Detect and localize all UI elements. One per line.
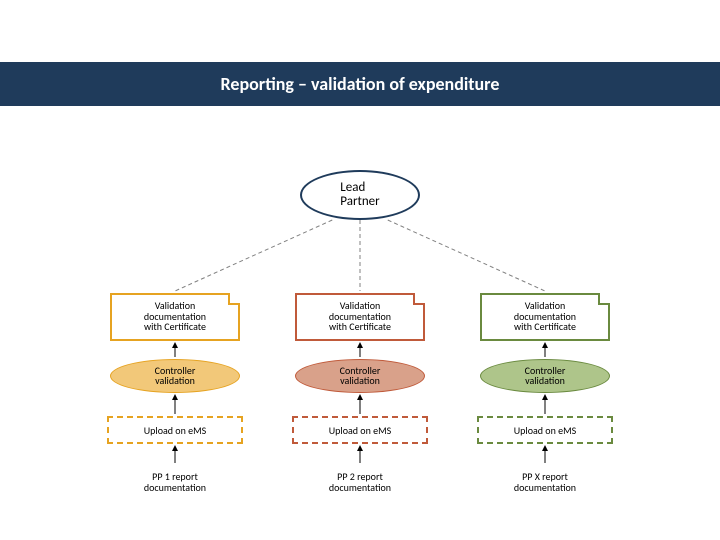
pp-report-text: PP 2 reportdocumentation	[329, 471, 391, 493]
validation-doc-box-2: Validationdocumentationwith Certificate	[295, 293, 425, 341]
folded-corner-icon	[598, 293, 610, 305]
lead-partner-label: LeadPartner	[340, 181, 379, 210]
validation-doc-label: Validationdocumentationwith Certificate	[514, 301, 576, 333]
pp-report-text: PP 1 reportdocumentation	[144, 471, 206, 493]
folded-corner-icon	[413, 293, 425, 305]
pp-report-text: PP X reportdocumentation	[514, 471, 576, 493]
controller-validation-oval-2: Controllervalidation	[295, 359, 425, 393]
upload-ems-label: Upload on eMS	[514, 424, 576, 437]
controller-validation-label: Controllervalidation	[525, 366, 566, 387]
pp-report-label-3: PP X reportdocumentation	[480, 465, 610, 499]
lead-partner-oval: LeadPartner	[300, 170, 420, 220]
controller-validation-label: Controllervalidation	[155, 366, 196, 387]
title-band: Reporting – validation of expenditure	[0, 62, 720, 106]
upload-ems-label: Upload on eMS	[144, 424, 206, 437]
folded-corner-icon	[228, 293, 240, 305]
upload-ems-label: Upload on eMS	[329, 424, 391, 437]
pp-report-label-1: PP 1 reportdocumentation	[110, 465, 240, 499]
validation-doc-label: Validationdocumentationwith Certificate	[329, 301, 391, 333]
upload-ems-box-3: Upload on eMS	[477, 416, 613, 444]
validation-doc-box-3: Validationdocumentationwith Certificate	[480, 293, 610, 341]
controller-validation-label: Controllervalidation	[340, 366, 381, 387]
pp-report-label-2: PP 2 reportdocumentation	[295, 465, 425, 499]
upload-ems-box-2: Upload on eMS	[292, 416, 428, 444]
controller-validation-oval-3: Controllervalidation	[480, 359, 610, 393]
validation-doc-label: Validationdocumentationwith Certificate	[144, 301, 206, 333]
controller-validation-oval-1: Controllervalidation	[110, 359, 240, 393]
upload-ems-box-1: Upload on eMS	[107, 416, 243, 444]
validation-doc-box-1: Validationdocumentationwith Certificate	[110, 293, 240, 341]
diagram-stage: Reporting – validation of expenditure Le…	[0, 0, 720, 540]
title-text: Reporting – validation of expenditure	[221, 73, 500, 95]
